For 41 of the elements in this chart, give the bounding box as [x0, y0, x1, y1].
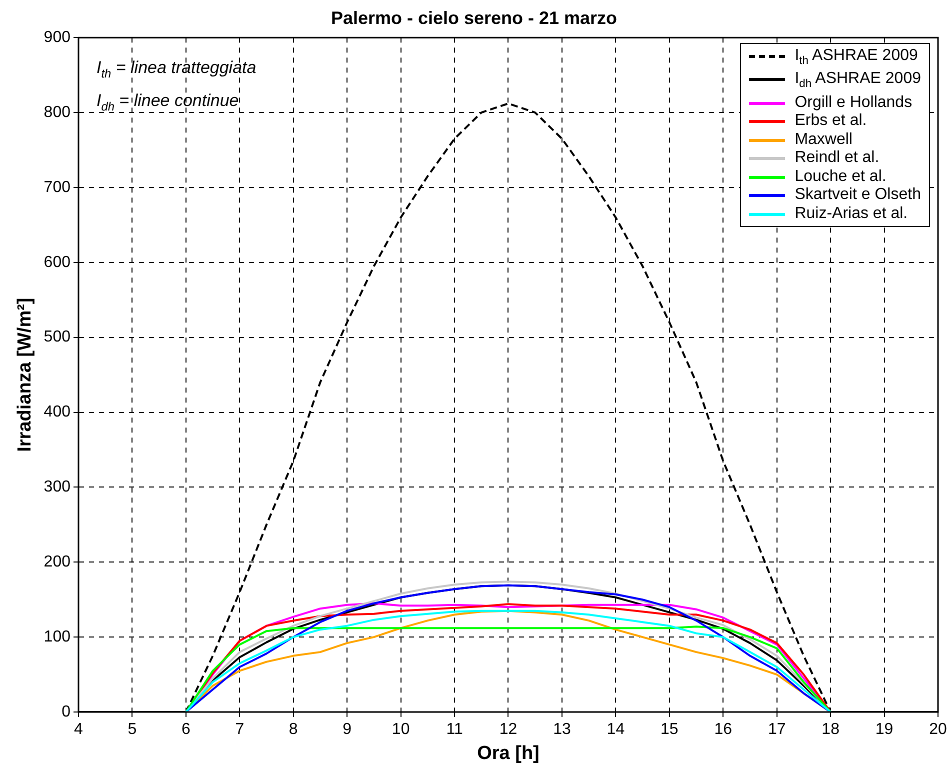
x-tick-label: 12 — [499, 721, 518, 738]
y-tick-label: 500 — [44, 328, 71, 346]
legend-label: Orgill e Hollands — [794, 94, 912, 112]
x-tick-label: 11 — [446, 721, 463, 738]
y-tick-label: 300 — [44, 478, 71, 496]
legend-label: Ruiz-Arias et al. — [794, 204, 908, 224]
y-tick-label: 0 — [62, 703, 71, 720]
x-tick-label: 13 — [553, 721, 571, 738]
x-axis-title: Ora [h] — [477, 742, 540, 764]
x-tick-label: 16 — [714, 721, 732, 738]
legend-label: Erbs et al. — [794, 112, 867, 131]
legend-label: Louche et al. — [794, 168, 886, 186]
y-axis-title: Irradianza [W/m²] — [14, 298, 36, 452]
y-tick-label: 800 — [44, 104, 71, 121]
legend-label: Reindl et al. — [794, 149, 880, 168]
legend-label: Maxwell — [794, 130, 852, 150]
y-tick-label: 400 — [44, 404, 71, 421]
x-tick-label: 18 — [822, 721, 840, 738]
y-tick-label: 600 — [44, 254, 71, 271]
y-tick-label: 700 — [44, 178, 71, 196]
x-tick-label: 15 — [660, 721, 678, 738]
chart-title: Palermo - cielo sereno - 21 marzo — [330, 8, 618, 28]
annotation: I$_{th}$ = linea tratteggiata — [96, 56, 256, 82]
x-tick-label: 8 — [288, 721, 298, 738]
x-tick-label: 9 — [342, 721, 352, 738]
legend-label: I$_{dh}$ ASHRAE 2009 — [794, 70, 921, 92]
x-tick-label: 4 — [74, 721, 84, 738]
x-tick-label: 17 — [768, 721, 786, 738]
legend-label: I$_{th}$ ASHRAE 2009 — [794, 46, 918, 69]
annotation: I$_{dh}$ = linee continue — [96, 90, 240, 116]
x-tick-label: 5 — [128, 721, 137, 738]
x-tick-label: 20 — [929, 721, 947, 738]
legend-label: Skartveit e Olseth — [794, 186, 921, 205]
x-tick-label: 19 — [875, 721, 894, 738]
y-tick-label: 200 — [44, 554, 71, 571]
x-tick-label: 7 — [235, 721, 244, 738]
y-tick-label: 100 — [44, 628, 71, 646]
x-tick-label: 14 — [606, 721, 625, 738]
x-tick-label: 10 — [392, 721, 410, 738]
y-tick-label: 900 — [44, 29, 71, 46]
x-tick-label: 6 — [181, 721, 190, 738]
